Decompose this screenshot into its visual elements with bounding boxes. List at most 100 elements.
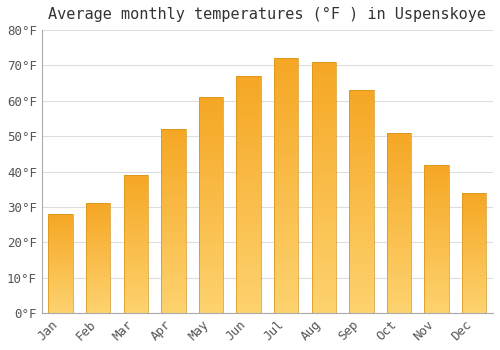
Bar (48, 221, 73, 222)
Bar (462, 238, 486, 240)
Bar (387, 241, 411, 243)
Bar (236, 289, 261, 292)
Bar (349, 112, 374, 115)
Bar (124, 220, 148, 222)
Bar (86, 215, 110, 216)
Bar (199, 145, 223, 147)
Bar (199, 130, 223, 132)
Bar (199, 279, 223, 281)
Bar (424, 267, 449, 268)
Bar (86, 288, 110, 289)
Bar (387, 178, 411, 180)
Bar (274, 170, 298, 173)
Bar (312, 283, 336, 286)
Bar (349, 188, 374, 190)
Bar (274, 191, 298, 193)
Bar (236, 244, 261, 247)
Bar (462, 199, 486, 200)
Bar (199, 242, 223, 244)
Bar (236, 223, 261, 225)
Bar (48, 275, 73, 276)
Bar (312, 193, 336, 195)
Bar (274, 232, 298, 234)
Bar (349, 226, 374, 229)
Bar (48, 293, 73, 294)
Bar (462, 258, 486, 259)
Bar (124, 241, 148, 243)
Bar (349, 309, 374, 311)
Bar (48, 260, 73, 261)
Bar (274, 114, 298, 117)
Bar (48, 236, 73, 237)
Bar (124, 259, 148, 261)
Bar (387, 302, 411, 304)
Bar (462, 205, 486, 206)
Bar (124, 283, 148, 284)
Bar (462, 249, 486, 251)
Bar (161, 131, 186, 133)
Bar (236, 188, 261, 190)
Bar (274, 165, 298, 168)
Bar (161, 168, 186, 170)
Bar (462, 284, 486, 286)
Bar (424, 199, 449, 200)
Bar (48, 281, 73, 282)
Bar (274, 107, 298, 109)
Bar (236, 185, 261, 188)
Bar (387, 234, 411, 236)
Bar (274, 209, 298, 211)
Bar (48, 216, 73, 217)
Bar (199, 283, 223, 285)
Bar (236, 247, 261, 249)
Bar (48, 306, 73, 307)
Bar (48, 234, 73, 235)
Bar (236, 249, 261, 251)
Bar (424, 248, 449, 249)
Bar (124, 303, 148, 305)
Bar (349, 175, 374, 177)
Bar (199, 136, 223, 138)
Bar (462, 225, 486, 226)
Bar (387, 248, 411, 250)
Bar (199, 296, 223, 298)
Bar (424, 254, 449, 255)
Bar (274, 183, 298, 186)
Bar (462, 270, 486, 271)
Bar (312, 167, 336, 170)
Bar (48, 238, 73, 239)
Bar (236, 168, 261, 171)
Bar (48, 257, 73, 258)
Bar (387, 264, 411, 266)
Bar (387, 221, 411, 223)
Bar (86, 244, 110, 245)
Bar (86, 222, 110, 223)
Bar (424, 278, 449, 279)
Bar (312, 79, 336, 82)
Bar (349, 242, 374, 244)
Bar (424, 266, 449, 267)
Bar (462, 266, 486, 267)
Bar (124, 185, 148, 186)
Bar (236, 232, 261, 235)
Bar (236, 93, 261, 95)
Bar (236, 303, 261, 306)
Bar (124, 236, 148, 237)
Bar (349, 233, 374, 235)
Bar (199, 134, 223, 136)
Bar (349, 190, 374, 193)
Bar (274, 204, 298, 206)
Bar (86, 307, 110, 308)
Bar (349, 286, 374, 289)
Bar (161, 190, 186, 192)
Bar (424, 170, 449, 172)
Bar (424, 289, 449, 291)
Bar (161, 243, 186, 245)
Bar (161, 194, 186, 195)
Bar (387, 279, 411, 281)
Bar (161, 269, 186, 271)
Bar (161, 149, 186, 151)
Bar (236, 266, 261, 268)
Bar (161, 227, 186, 229)
Bar (387, 295, 411, 297)
Bar (236, 278, 261, 280)
